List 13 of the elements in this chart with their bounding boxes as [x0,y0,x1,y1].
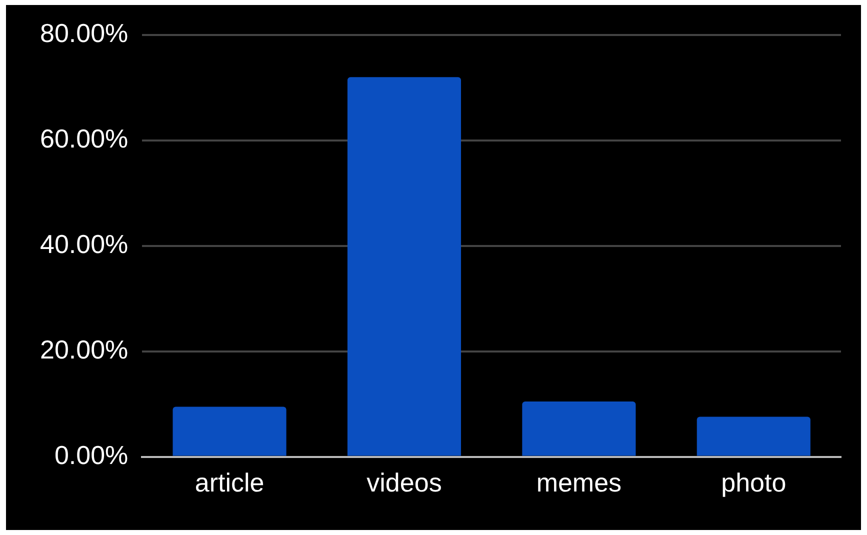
x-tick-label: memes [536,468,622,498]
x-tick-label: article [194,468,264,498]
bar [522,401,636,456]
x-tick-label: photo [721,468,786,498]
y-tick-label: 80.00% [40,18,128,48]
y-tick-label: 20.00% [40,334,128,365]
y-tick-label: 40.00% [40,229,128,260]
bar [696,416,810,456]
bar [347,77,462,456]
x-tick-label: videos [366,468,442,498]
y-tick-label: 60.00% [40,124,128,154]
bar [172,406,286,456]
y-tick-label: 0.00% [54,440,128,470]
